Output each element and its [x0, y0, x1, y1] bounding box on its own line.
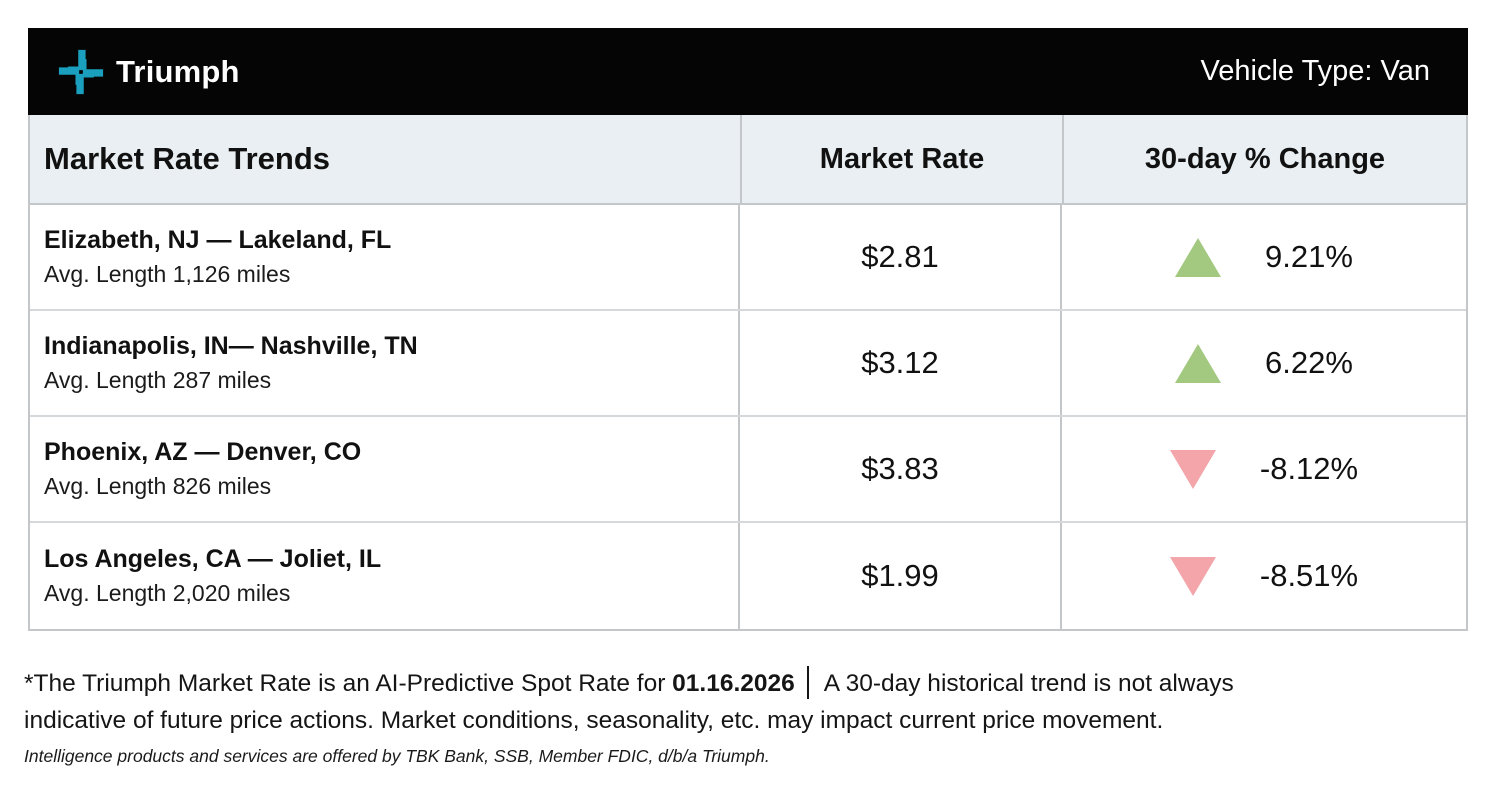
lane-name: Los Angeles, CA — Joliet, IL: [44, 545, 382, 573]
lane-cell: Indianapolis, IN— Nashville, TN Avg. Len…: [30, 311, 740, 415]
lane-cell: Elizabeth, NJ — Lakeland, FL Avg. Length…: [30, 205, 740, 309]
footnote-line-2: indicative of future price actions. Mark…: [24, 707, 1164, 734]
lane-avg-length: Avg. Length 1,126 miles: [44, 261, 291, 287]
lane-name: Phoenix, AZ — Denver, CO: [44, 438, 362, 466]
lane-name: Indianapolis, IN— Nashville, TN: [44, 332, 418, 360]
trend-down-icon: [1169, 556, 1216, 596]
table-row: Indianapolis, IN— Nashville, TN Avg. Len…: [30, 311, 1466, 417]
change-value: 6.22%: [1265, 345, 1353, 380]
footnote-text: *The Triumph Market Rate is an AI-Predic…: [24, 670, 673, 697]
market-rate-value: $1.99: [740, 523, 1062, 629]
footnote-legal: Intelligence products and services are o…: [24, 746, 770, 766]
table-row: Phoenix, AZ — Denver, CO Avg. Length 826…: [30, 417, 1466, 523]
footnote: *The Triumph Market Rate is an AI-Predic…: [22, 665, 1474, 767]
footnote-text: A 30-day historical trend is not always: [823, 670, 1234, 697]
change-value: -8.12%: [1259, 451, 1359, 486]
table-header-row: Market Rate Trends Market Rate 30-day % …: [30, 115, 1466, 205]
table-row: Elizabeth, NJ — Lakeland, FL Avg. Length…: [30, 205, 1466, 311]
top-bar: Triumph Vehicle Type: Van: [28, 28, 1468, 115]
triumph-logo-icon: [58, 49, 104, 94]
footnote-date: 01.16.2026: [672, 670, 795, 697]
vehicle-type-label: Vehicle Type: Van: [1200, 55, 1430, 87]
lane-name: Elizabeth, NJ — Lakeland, FL: [44, 226, 392, 254]
divider-bar: [806, 666, 809, 699]
market-rate-value: $3.12: [740, 311, 1062, 415]
market-rate-value: $2.81: [740, 205, 1062, 309]
table-row: Los Angeles, CA — Joliet, IL Avg. Length…: [30, 523, 1466, 629]
footnote-line-1: *The Triumph Market Rate is an AI-Predic…: [24, 665, 1474, 702]
change-cell: 9.21%: [1062, 205, 1466, 309]
column-header-lane: Market Rate Trends: [44, 141, 330, 176]
market-rate-table: Market Rate Trends Market Rate 30-day % …: [28, 115, 1468, 631]
report-card: Triumph Vehicle Type: Van Market Rate Tr…: [28, 28, 1468, 631]
lane-avg-length: Avg. Length 2,020 miles: [44, 580, 291, 606]
trend-up-icon: [1175, 237, 1222, 277]
column-header-change: 30-day % Change: [1062, 115, 1466, 203]
brand: Triumph: [58, 49, 240, 95]
lane-avg-length: Avg. Length 287 miles: [44, 367, 272, 393]
change-value: -8.51%: [1259, 558, 1359, 593]
trend-up-icon: [1175, 343, 1222, 383]
change-value: 9.21%: [1265, 239, 1353, 274]
change-cell: -8.12%: [1062, 417, 1466, 521]
column-header-rate: Market Rate: [740, 115, 1062, 203]
lane-avg-length: Avg. Length 826 miles: [44, 473, 272, 499]
brand-name: Triumph: [116, 53, 240, 89]
change-cell: 6.22%: [1062, 311, 1466, 415]
trend-down-icon: [1169, 449, 1216, 489]
lane-cell: Phoenix, AZ — Denver, CO Avg. Length 826…: [30, 417, 740, 521]
change-cell: -8.51%: [1062, 523, 1466, 629]
market-rate-value: $3.83: [740, 417, 1062, 521]
lane-cell: Los Angeles, CA — Joliet, IL Avg. Length…: [30, 523, 740, 629]
